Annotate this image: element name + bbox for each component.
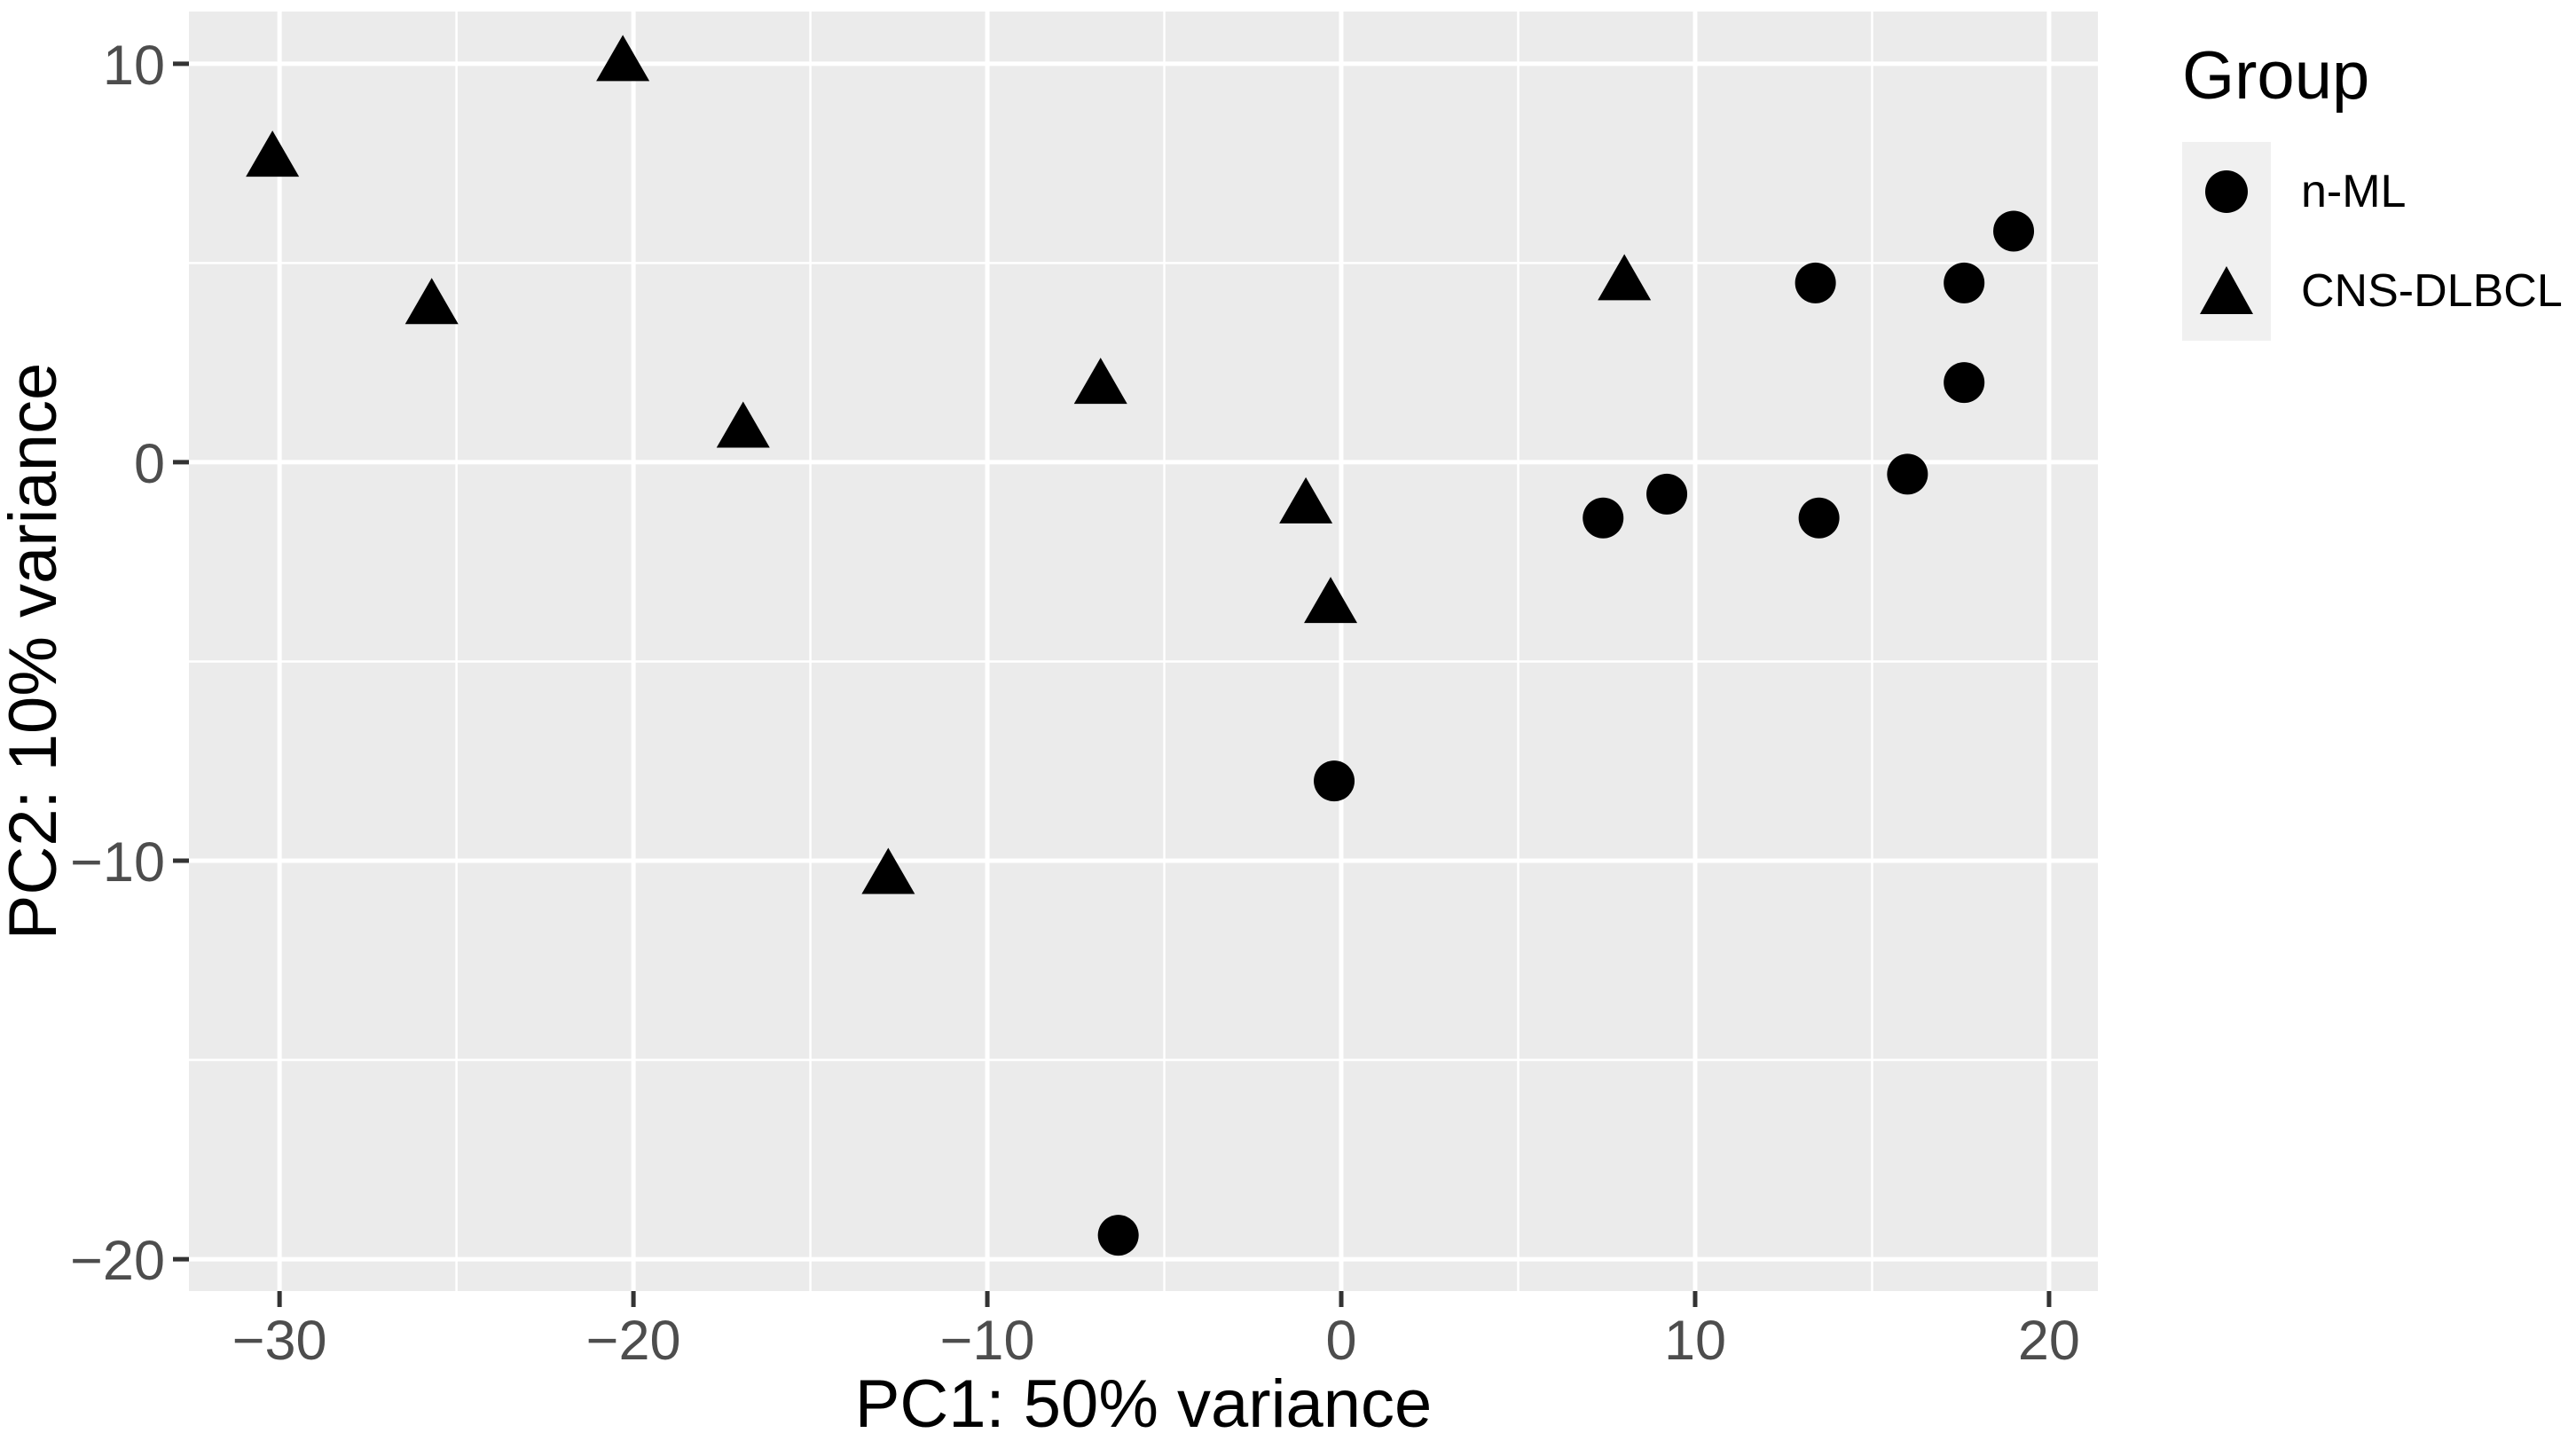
y-tick-label: −20 xyxy=(70,1230,165,1292)
x-tick-label: 0 xyxy=(1325,1310,1356,1372)
data-point-circle xyxy=(1798,497,1840,539)
x-tick-label: −30 xyxy=(232,1310,327,1372)
y-axis-title: PC2: 10% variance xyxy=(0,362,71,941)
data-point-triangle xyxy=(716,401,770,448)
x-tick-label: −20 xyxy=(586,1310,681,1372)
legend-item-label: n-ML xyxy=(2301,166,2407,217)
legend-items: n-ML CNS-DLBCL xyxy=(2182,142,2563,341)
legend-item: n-ML xyxy=(2182,142,2563,241)
panel-background xyxy=(189,12,2098,1291)
legend-key xyxy=(2182,142,2271,241)
legend-item-label: CNS-DLBCL xyxy=(2301,265,2563,317)
data-point-circle xyxy=(1097,1215,1139,1256)
x-tick-label: −10 xyxy=(940,1310,1035,1372)
data-point-triangle xyxy=(596,35,650,82)
triangle-marker-icon xyxy=(2200,266,2253,314)
data-point-circle xyxy=(1887,453,1928,495)
data-point-circle xyxy=(1583,497,1624,539)
y-tick-label: 10 xyxy=(103,35,165,97)
data-point-triangle xyxy=(1279,476,1333,524)
y-tick-label: 0 xyxy=(134,433,165,495)
legend-key xyxy=(2182,241,2271,341)
data-point-circle xyxy=(1646,473,1688,515)
legend-title: Group xyxy=(2182,38,2370,114)
data-point-circle xyxy=(1944,262,1985,303)
circle-marker-icon xyxy=(2205,170,2248,213)
legend: Group n-ML CNS-DLBCL xyxy=(2182,43,2563,341)
data-point-triangle xyxy=(1304,577,1358,624)
data-point-circle xyxy=(1795,262,1836,303)
legend-item: CNS-DLBCL xyxy=(2182,241,2563,341)
x-tick-label: 20 xyxy=(2018,1310,2080,1372)
data-point-triangle xyxy=(1598,254,1652,301)
data-point-circle xyxy=(1944,362,1985,404)
y-tick-label: −10 xyxy=(70,831,165,894)
data-point-triangle xyxy=(861,847,915,894)
x-tick-label: 10 xyxy=(1664,1310,1726,1372)
data-point-circle xyxy=(1314,760,1355,802)
x-axis-title: PC1: 50% variance xyxy=(854,1366,1433,1441)
data-point-triangle xyxy=(1073,358,1127,405)
data-point-triangle xyxy=(246,130,300,177)
data-point-circle xyxy=(1993,210,2035,252)
data-point-triangle xyxy=(404,278,459,325)
